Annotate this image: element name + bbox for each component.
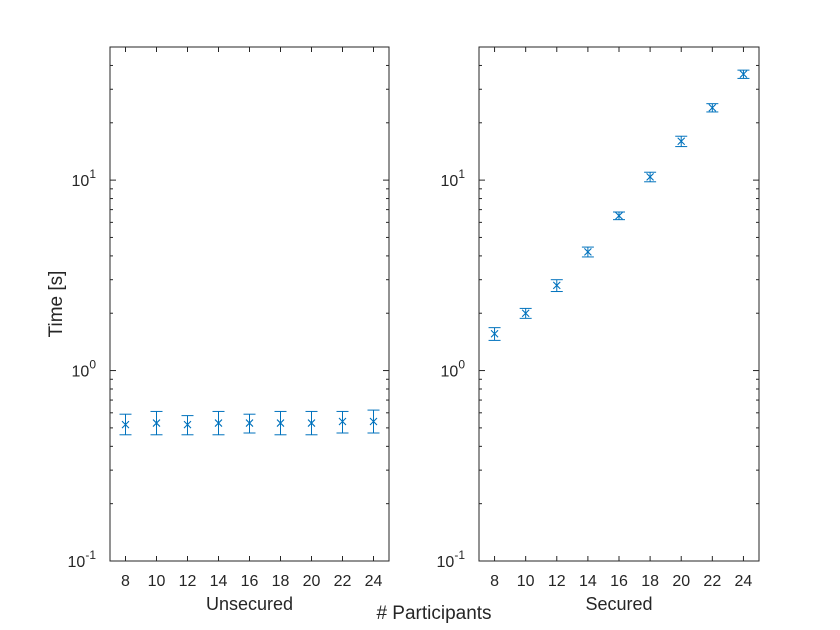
x-tick-label: 10 [517, 573, 535, 590]
panel-x-label: Secured [585, 594, 652, 614]
data-point-marker [369, 417, 378, 426]
panel-unsecured: 10-1 100 101 8 10 12 14 16 18 20 22 24 Unsecured [68, 46, 390, 614]
data-point-marker [121, 420, 130, 429]
axes-box [109, 46, 390, 562]
y-tick-label: 10-1 [437, 548, 466, 571]
x-tick-label: 8 [490, 573, 499, 590]
x-tick-label: 10 [148, 573, 166, 590]
x-tick-label: 22 [334, 573, 352, 590]
panel-secured: 10-1 100 101 8 10 12 14 16 18 20 22 24 Secured [437, 46, 760, 614]
x-tick-label: 20 [672, 573, 690, 590]
y-tick-label: 100 [441, 358, 466, 381]
x-tick-label: 18 [641, 573, 659, 590]
panel-x-label: Unsecured [206, 594, 293, 614]
y-tick-label: 10-1 [68, 548, 97, 571]
x-tick-label: 14 [210, 573, 228, 590]
data-point-marker [739, 70, 748, 79]
x-tick-label: 24 [365, 573, 383, 590]
data-point-marker [338, 417, 347, 426]
y-tick-label: 101 [441, 167, 466, 190]
data-point-marker [307, 419, 316, 427]
x-tick-label: 16 [241, 573, 259, 590]
axes-box [478, 46, 760, 562]
y-axis-label: Time [s] [46, 271, 67, 338]
y-tick-label: 101 [72, 167, 97, 190]
data-point-marker [490, 329, 499, 338]
data-point-marker [245, 419, 254, 427]
x-tick-label: 12 [179, 573, 197, 590]
data-point-marker [677, 137, 686, 146]
x-tick-label: 20 [303, 573, 321, 590]
x-tick-label: 24 [735, 573, 753, 590]
data-point-marker [276, 419, 285, 427]
data-point-marker [584, 247, 592, 256]
x-tick-label: 8 [121, 573, 130, 590]
x-tick-label: 12 [548, 573, 566, 590]
data-point-marker [183, 420, 192, 429]
data-point-marker [552, 281, 561, 290]
x-tick-label: 16 [610, 573, 628, 590]
y-tick-label: 100 [72, 358, 97, 381]
x-tick-label: 14 [579, 573, 597, 590]
data-point-marker [214, 419, 223, 427]
x-tick-label: 18 [272, 573, 290, 590]
data-point-marker [646, 172, 654, 181]
data-point-marker [708, 103, 717, 112]
data-point-marker [521, 309, 530, 318]
x-axis-label: # Participants [376, 603, 491, 624]
data-point-marker [152, 419, 161, 427]
data-point-marker [615, 211, 623, 220]
x-tick-label: 22 [703, 573, 721, 590]
